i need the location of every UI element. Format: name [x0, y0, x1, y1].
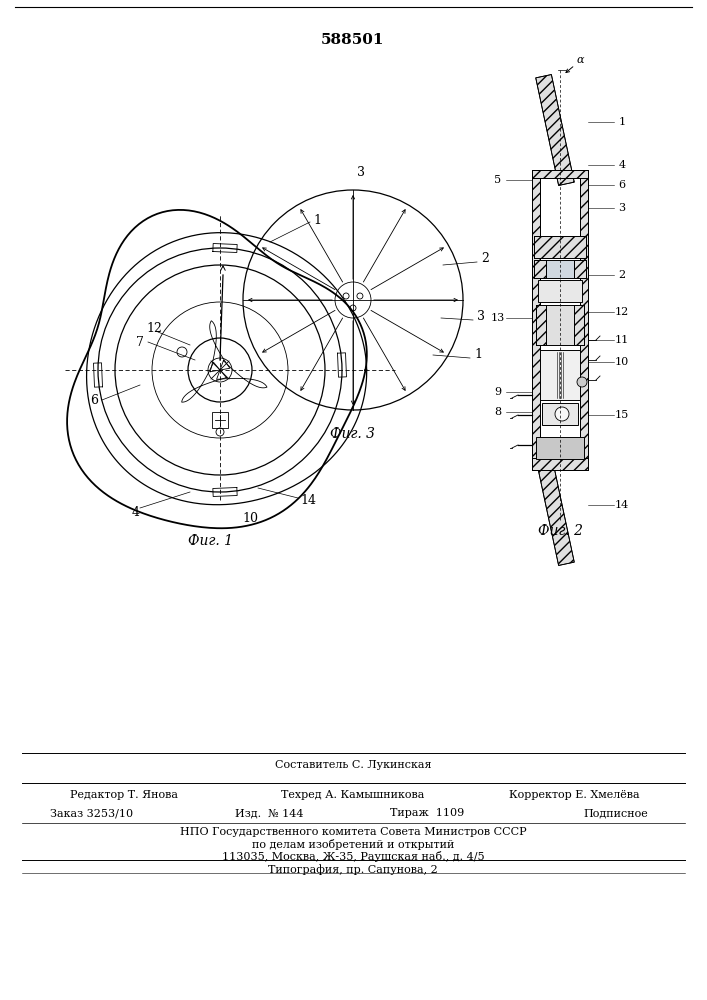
Text: 8: 8 — [494, 407, 501, 417]
Text: Редактор Т. Янова: Редактор Т. Янова — [70, 790, 178, 800]
Bar — [532, 458, 588, 470]
Text: по делам изобретений и открытий: по делам изобретений и открытий — [252, 840, 454, 850]
Text: Тираж  1109: Тираж 1109 — [390, 808, 464, 818]
Bar — [532, 170, 540, 470]
Text: 7: 7 — [136, 336, 144, 349]
Bar — [574, 260, 586, 278]
Bar — [532, 458, 588, 470]
Text: 11: 11 — [615, 335, 629, 345]
Bar — [532, 170, 588, 178]
Circle shape — [343, 293, 349, 299]
Bar — [534, 260, 586, 278]
Bar — [574, 305, 584, 345]
Text: Типография, пр. Сапунова, 2: Типография, пр. Сапунова, 2 — [268, 865, 438, 875]
Bar — [580, 170, 588, 470]
Text: 12: 12 — [615, 307, 629, 317]
Text: 10: 10 — [242, 512, 258, 524]
Bar — [540, 350, 580, 400]
Text: 13: 13 — [491, 313, 505, 323]
Text: 1: 1 — [313, 214, 321, 227]
Text: Корректор Е. Хмелёва: Корректор Е. Хмелёва — [509, 790, 640, 800]
Bar — [532, 170, 588, 178]
Bar — [536, 305, 546, 345]
Text: Фиг. 3: Фиг. 3 — [330, 427, 375, 441]
Text: 9: 9 — [494, 387, 501, 397]
Text: 6: 6 — [90, 393, 98, 406]
Text: 3: 3 — [619, 203, 626, 213]
Text: Заказ 3253/10: Заказ 3253/10 — [50, 808, 133, 818]
Bar — [536, 305, 546, 345]
Text: 14: 14 — [300, 493, 316, 506]
Text: 10: 10 — [615, 357, 629, 367]
Bar — [542, 403, 578, 425]
Bar — [538, 280, 582, 302]
Circle shape — [357, 293, 363, 299]
Text: 3: 3 — [357, 166, 365, 179]
Circle shape — [555, 407, 569, 421]
Text: 588501: 588501 — [321, 33, 385, 47]
Text: НПО Государственного комитета Совета Министров СССР: НПО Государственного комитета Совета Мин… — [180, 827, 526, 837]
Text: 15: 15 — [615, 410, 629, 420]
Text: Изд.  № 144: Изд. № 144 — [235, 808, 303, 818]
Text: 1: 1 — [619, 117, 626, 127]
Bar — [534, 260, 546, 278]
Bar — [534, 236, 586, 258]
Text: 2: 2 — [481, 252, 489, 265]
Circle shape — [577, 377, 587, 387]
Text: Подписное: Подписное — [583, 808, 648, 818]
Text: α: α — [577, 55, 585, 65]
Text: Техред А. Камышникова: Техред А. Камышникова — [281, 790, 425, 800]
Text: 113035, Москва, Ж-35, Раушская наб., д. 4/5: 113035, Москва, Ж-35, Раушская наб., д. … — [222, 852, 484, 862]
Circle shape — [350, 305, 356, 311]
Text: Составитель С. Лукинская: Составитель С. Лукинская — [275, 760, 431, 770]
Bar — [580, 170, 588, 470]
Text: 4: 4 — [132, 506, 140, 518]
Bar — [536, 305, 584, 345]
Bar — [534, 260, 546, 278]
Text: 2: 2 — [619, 270, 626, 280]
Bar — [534, 236, 586, 258]
Text: Фиг. 2: Фиг. 2 — [537, 524, 583, 538]
Text: Фиг. 1: Фиг. 1 — [187, 534, 233, 548]
Bar — [532, 170, 540, 470]
Polygon shape — [536, 455, 574, 565]
Text: 5: 5 — [494, 175, 501, 185]
Text: 4: 4 — [619, 160, 626, 170]
Text: 14: 14 — [615, 500, 629, 510]
Text: 6: 6 — [619, 180, 626, 190]
Text: 3: 3 — [477, 310, 485, 323]
Bar — [574, 305, 584, 345]
Text: 1: 1 — [474, 348, 482, 361]
Bar — [536, 437, 584, 459]
Text: 12: 12 — [146, 322, 162, 334]
Bar — [574, 260, 586, 278]
Polygon shape — [536, 75, 574, 185]
